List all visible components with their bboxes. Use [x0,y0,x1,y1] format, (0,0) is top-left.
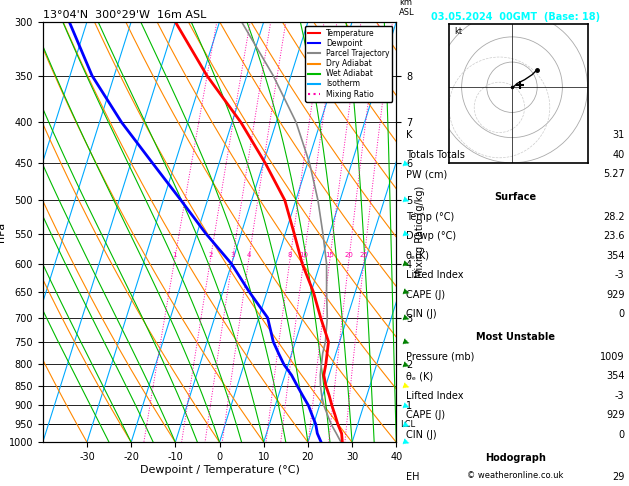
Text: km
ASL: km ASL [399,0,415,17]
Text: 15: 15 [326,252,335,258]
Text: 23.6: 23.6 [603,231,625,242]
Text: ▶: ▶ [401,419,411,430]
Text: CAPE (J): CAPE (J) [406,410,445,420]
Text: 929: 929 [606,410,625,420]
Text: 354: 354 [606,251,625,261]
Legend: Temperature, Dewpoint, Parcel Trajectory, Dry Adiabat, Wet Adiabat, Isotherm, Mi: Temperature, Dewpoint, Parcel Trajectory… [305,26,392,102]
Text: ▶: ▶ [401,400,411,411]
Text: 40: 40 [613,150,625,160]
Text: ▶: ▶ [401,359,411,370]
Text: Pressure (mb): Pressure (mb) [406,352,474,362]
Text: Dewp (°C): Dewp (°C) [406,231,456,242]
Text: 10: 10 [299,252,309,258]
Y-axis label: Mixing Ratio (g/kg): Mixing Ratio (g/kg) [415,186,425,278]
Text: -3: -3 [615,270,625,280]
Text: ▶: ▶ [401,437,411,448]
Text: 13°04'N  300°29'W  16m ASL: 13°04'N 300°29'W 16m ASL [43,10,206,20]
Text: CIN (J): CIN (J) [406,430,437,440]
Text: ▶: ▶ [401,158,411,169]
Text: 0: 0 [618,430,625,440]
Text: Hodograph: Hodograph [485,453,545,463]
Text: ▶: ▶ [401,380,411,391]
Text: 20: 20 [345,252,353,258]
Y-axis label: hPa: hPa [0,222,6,242]
Text: θₑ(K): θₑ(K) [406,251,430,261]
Text: ▶: ▶ [401,287,411,297]
Text: 2: 2 [208,252,213,258]
Text: Surface: Surface [494,192,536,203]
Text: LCL: LCL [400,420,415,429]
Text: -3: -3 [615,391,625,401]
Text: 25: 25 [360,252,369,258]
Text: 354: 354 [606,371,625,382]
Text: ▶: ▶ [401,259,411,269]
Text: Lifted Index: Lifted Index [406,270,463,280]
Text: 3: 3 [230,252,235,258]
Text: 31: 31 [613,130,625,140]
X-axis label: Dewpoint / Temperature (°C): Dewpoint / Temperature (°C) [140,465,299,475]
Text: K: K [406,130,412,140]
Text: 29: 29 [612,472,625,483]
Text: PW (cm): PW (cm) [406,169,447,179]
Text: 4: 4 [247,252,251,258]
Text: Temp (°C): Temp (°C) [406,212,454,222]
Text: θₑ (K): θₑ (K) [406,371,433,382]
Text: 8: 8 [288,252,292,258]
Text: kt: kt [454,27,462,36]
Text: © weatheronline.co.uk: © weatheronline.co.uk [467,471,564,480]
Text: 28.2: 28.2 [603,212,625,222]
Text: Totals Totals: Totals Totals [406,150,465,160]
Text: 1: 1 [172,252,177,258]
Text: Most Unstable: Most Unstable [476,332,555,343]
Text: ▶: ▶ [401,312,411,323]
Text: 5.27: 5.27 [603,169,625,179]
Text: ▶: ▶ [401,228,411,239]
Text: ▶: ▶ [401,336,411,347]
Text: CIN (J): CIN (J) [406,309,437,319]
Text: ▶: ▶ [401,195,411,206]
Text: 0: 0 [618,309,625,319]
Text: Lifted Index: Lifted Index [406,391,463,401]
Text: EH: EH [406,472,419,483]
Text: 1009: 1009 [600,352,625,362]
Text: 03.05.2024  00GMT  (Base: 18): 03.05.2024 00GMT (Base: 18) [431,12,599,22]
Text: 929: 929 [606,290,625,300]
Text: CAPE (J): CAPE (J) [406,290,445,300]
